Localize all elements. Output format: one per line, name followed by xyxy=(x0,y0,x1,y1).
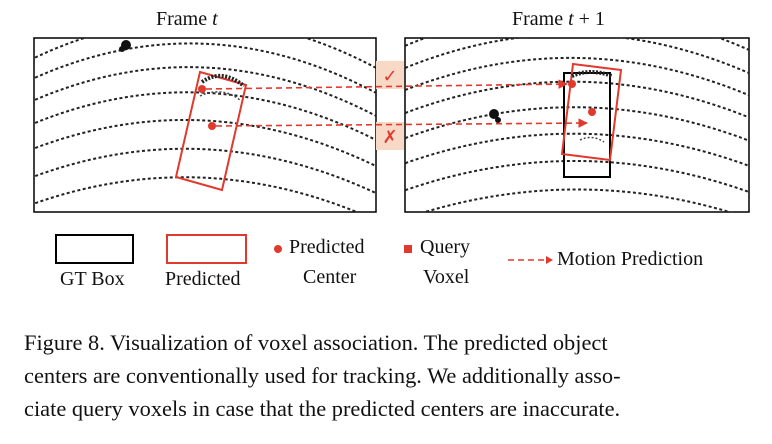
legend-gt-box-label: GT Box xyxy=(60,268,125,290)
right-obstacle-blob xyxy=(489,109,501,123)
right-scan-rings xyxy=(405,38,749,212)
cross-mark: ✗ xyxy=(382,127,397,148)
motion-arrow-query-voxel xyxy=(205,79,568,90)
caption-line-3: ciate query voxels in case that the pred… xyxy=(24,396,621,421)
legend-gt-box-swatch xyxy=(55,234,134,264)
legend-predicted-label: Predicted xyxy=(165,268,241,290)
left-predicted-box xyxy=(174,70,248,192)
legend: GT Box Predicted Predicted Center Query … xyxy=(0,232,772,302)
lidar-figure: ✓ ✗ xyxy=(33,37,750,213)
check-badge xyxy=(376,61,404,89)
legend-query-voxel-label-1: Query xyxy=(420,236,470,258)
legend-motion-prediction-label: Motion Prediction xyxy=(557,248,704,270)
motion-arrow-predicted-center xyxy=(215,118,588,128)
right-predicted-center-target xyxy=(588,108,596,116)
legend-voxel-square xyxy=(404,245,412,253)
caption-line-2: centers are conventionally used for trac… xyxy=(24,363,621,388)
left-obstacle-blob xyxy=(119,40,131,52)
cross-badge xyxy=(376,122,404,150)
frame-t-plus-1-title: Frame t + 1 xyxy=(512,8,605,30)
left-query-voxel xyxy=(198,85,206,93)
left-scan-rings xyxy=(34,38,376,212)
right-predicted-box xyxy=(560,62,623,162)
right-query-voxel-target xyxy=(568,80,576,88)
legend-symbols xyxy=(55,234,553,264)
legend-predicted-center-label-1: Predicted xyxy=(289,236,365,258)
legend-predicted-center-label-2: Center xyxy=(303,266,357,288)
legend-query-voxel-label-2: Voxel xyxy=(423,266,470,288)
legend-motion-arrowhead xyxy=(546,256,553,264)
check-mark: ✓ xyxy=(382,66,397,87)
legend-predicted-swatch xyxy=(166,234,247,264)
legend-center-dot xyxy=(274,245,282,253)
frame-t-panel xyxy=(33,37,377,213)
caption-line-1: Figure 8. Visualization of voxel associa… xyxy=(24,330,608,355)
frame-t-plus-1-panel xyxy=(404,37,750,213)
frame-t-title: Frame t xyxy=(156,8,218,30)
left-predicted-center xyxy=(208,122,216,130)
figure-caption: Figure 8. Visualization of voxel associa… xyxy=(24,326,754,425)
